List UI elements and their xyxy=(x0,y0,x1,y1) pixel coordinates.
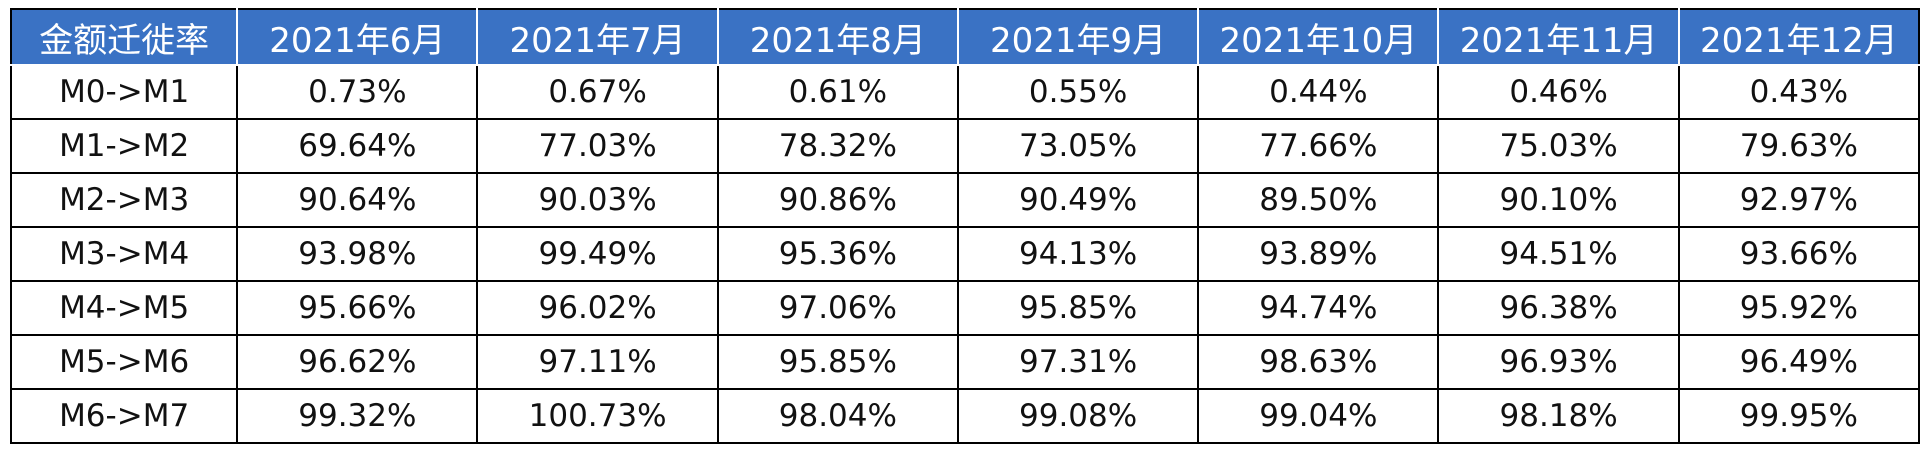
value-cell: 0.55% xyxy=(956,64,1200,120)
value-cell: 77.66% xyxy=(1197,118,1440,174)
header-cell-month: 2021年9月 xyxy=(956,8,1200,66)
value-cell: 89.50% xyxy=(1197,172,1440,228)
value-cell: 95.85% xyxy=(956,280,1200,336)
table-row: M6->M7 99.32% 100.73% 98.04% 99.08% 99.0… xyxy=(9,388,1921,444)
value-cell: 0.67% xyxy=(476,64,719,120)
table-body: M0->M1 0.73% 0.67% 0.61% 0.55% 0.44% 0.4… xyxy=(9,64,1921,444)
value-cell: 93.89% xyxy=(1197,226,1440,282)
value-cell: 0.44% xyxy=(1197,64,1440,120)
row-label-cell: M2->M3 xyxy=(9,172,239,228)
value-cell: 0.73% xyxy=(236,64,479,120)
value-cell: 99.08% xyxy=(956,388,1200,444)
value-cell: 93.66% xyxy=(1677,226,1921,282)
value-cell: 98.18% xyxy=(1437,388,1680,444)
table-row: M2->M3 90.64% 90.03% 90.86% 90.49% 89.50… xyxy=(9,172,1921,228)
row-label-cell: M5->M6 xyxy=(9,334,239,390)
value-cell: 90.64% xyxy=(236,172,479,228)
table-row: M4->M5 95.66% 96.02% 97.06% 95.85% 94.74… xyxy=(9,280,1921,336)
value-cell: 97.11% xyxy=(476,334,719,390)
value-cell: 95.92% xyxy=(1677,280,1921,336)
value-cell: 99.04% xyxy=(1197,388,1440,444)
migration-rate-table: 金额迁徙率 2021年6月 2021年7月 2021年8月 2021年9月 20… xyxy=(9,8,1921,444)
value-cell: 75.03% xyxy=(1437,118,1680,174)
row-label-cell: M4->M5 xyxy=(9,280,239,336)
value-cell: 96.49% xyxy=(1677,334,1921,390)
value-cell: 79.63% xyxy=(1677,118,1921,174)
header-cell-month: 2021年12月 xyxy=(1677,8,1921,66)
header-cell-month: 2021年8月 xyxy=(716,8,959,66)
value-cell: 0.46% xyxy=(1437,64,1680,120)
header-cell-month: 2021年11月 xyxy=(1437,8,1680,66)
header-cell-metric: 金额迁徙率 xyxy=(9,8,239,66)
value-cell: 95.36% xyxy=(716,226,959,282)
value-cell: 78.32% xyxy=(716,118,959,174)
value-cell: 90.03% xyxy=(476,172,719,228)
value-cell: 95.85% xyxy=(716,334,959,390)
value-cell: 93.98% xyxy=(236,226,479,282)
table-header: 金额迁徙率 2021年6月 2021年7月 2021年8月 2021年9月 20… xyxy=(9,8,1921,66)
header-cell-month: 2021年6月 xyxy=(236,8,479,66)
header-cell-month: 2021年10月 xyxy=(1197,8,1440,66)
row-label-cell: M1->M2 xyxy=(9,118,239,174)
table-row: M0->M1 0.73% 0.67% 0.61% 0.55% 0.44% 0.4… xyxy=(9,64,1921,120)
value-cell: 96.93% xyxy=(1437,334,1680,390)
value-cell: 100.73% xyxy=(476,388,719,444)
value-cell: 97.06% xyxy=(716,280,959,336)
value-cell: 77.03% xyxy=(476,118,719,174)
value-cell: 73.05% xyxy=(956,118,1200,174)
value-cell: 69.64% xyxy=(236,118,479,174)
table-row: M3->M4 93.98% 99.49% 95.36% 94.13% 93.89… xyxy=(9,226,1921,282)
value-cell: 96.62% xyxy=(236,334,479,390)
row-label-cell: M3->M4 xyxy=(9,226,239,282)
value-cell: 94.13% xyxy=(956,226,1200,282)
value-cell: 0.43% xyxy=(1677,64,1921,120)
value-cell: 96.38% xyxy=(1437,280,1680,336)
row-label-cell: M0->M1 xyxy=(9,64,239,120)
table-row: M1->M2 69.64% 77.03% 78.32% 73.05% 77.66… xyxy=(9,118,1921,174)
value-cell: 94.74% xyxy=(1197,280,1440,336)
value-cell: 98.63% xyxy=(1197,334,1440,390)
value-cell: 90.10% xyxy=(1437,172,1680,228)
value-cell: 94.51% xyxy=(1437,226,1680,282)
value-cell: 99.49% xyxy=(476,226,719,282)
migration-rate-table-container: 金额迁徙率 2021年6月 2021年7月 2021年8月 2021年9月 20… xyxy=(9,8,1921,444)
value-cell: 97.31% xyxy=(956,334,1200,390)
value-cell: 0.61% xyxy=(716,64,959,120)
value-cell: 99.32% xyxy=(236,388,479,444)
value-cell: 95.66% xyxy=(236,280,479,336)
value-cell: 92.97% xyxy=(1677,172,1921,228)
value-cell: 99.95% xyxy=(1677,388,1921,444)
row-label-cell: M6->M7 xyxy=(9,388,239,444)
header-row: 金额迁徙率 2021年6月 2021年7月 2021年8月 2021年9月 20… xyxy=(9,8,1921,66)
value-cell: 90.86% xyxy=(716,172,959,228)
value-cell: 90.49% xyxy=(956,172,1200,228)
value-cell: 98.04% xyxy=(716,388,959,444)
table-row: M5->M6 96.62% 97.11% 95.85% 97.31% 98.63… xyxy=(9,334,1921,390)
value-cell: 96.02% xyxy=(476,280,719,336)
header-cell-month: 2021年7月 xyxy=(476,8,719,66)
